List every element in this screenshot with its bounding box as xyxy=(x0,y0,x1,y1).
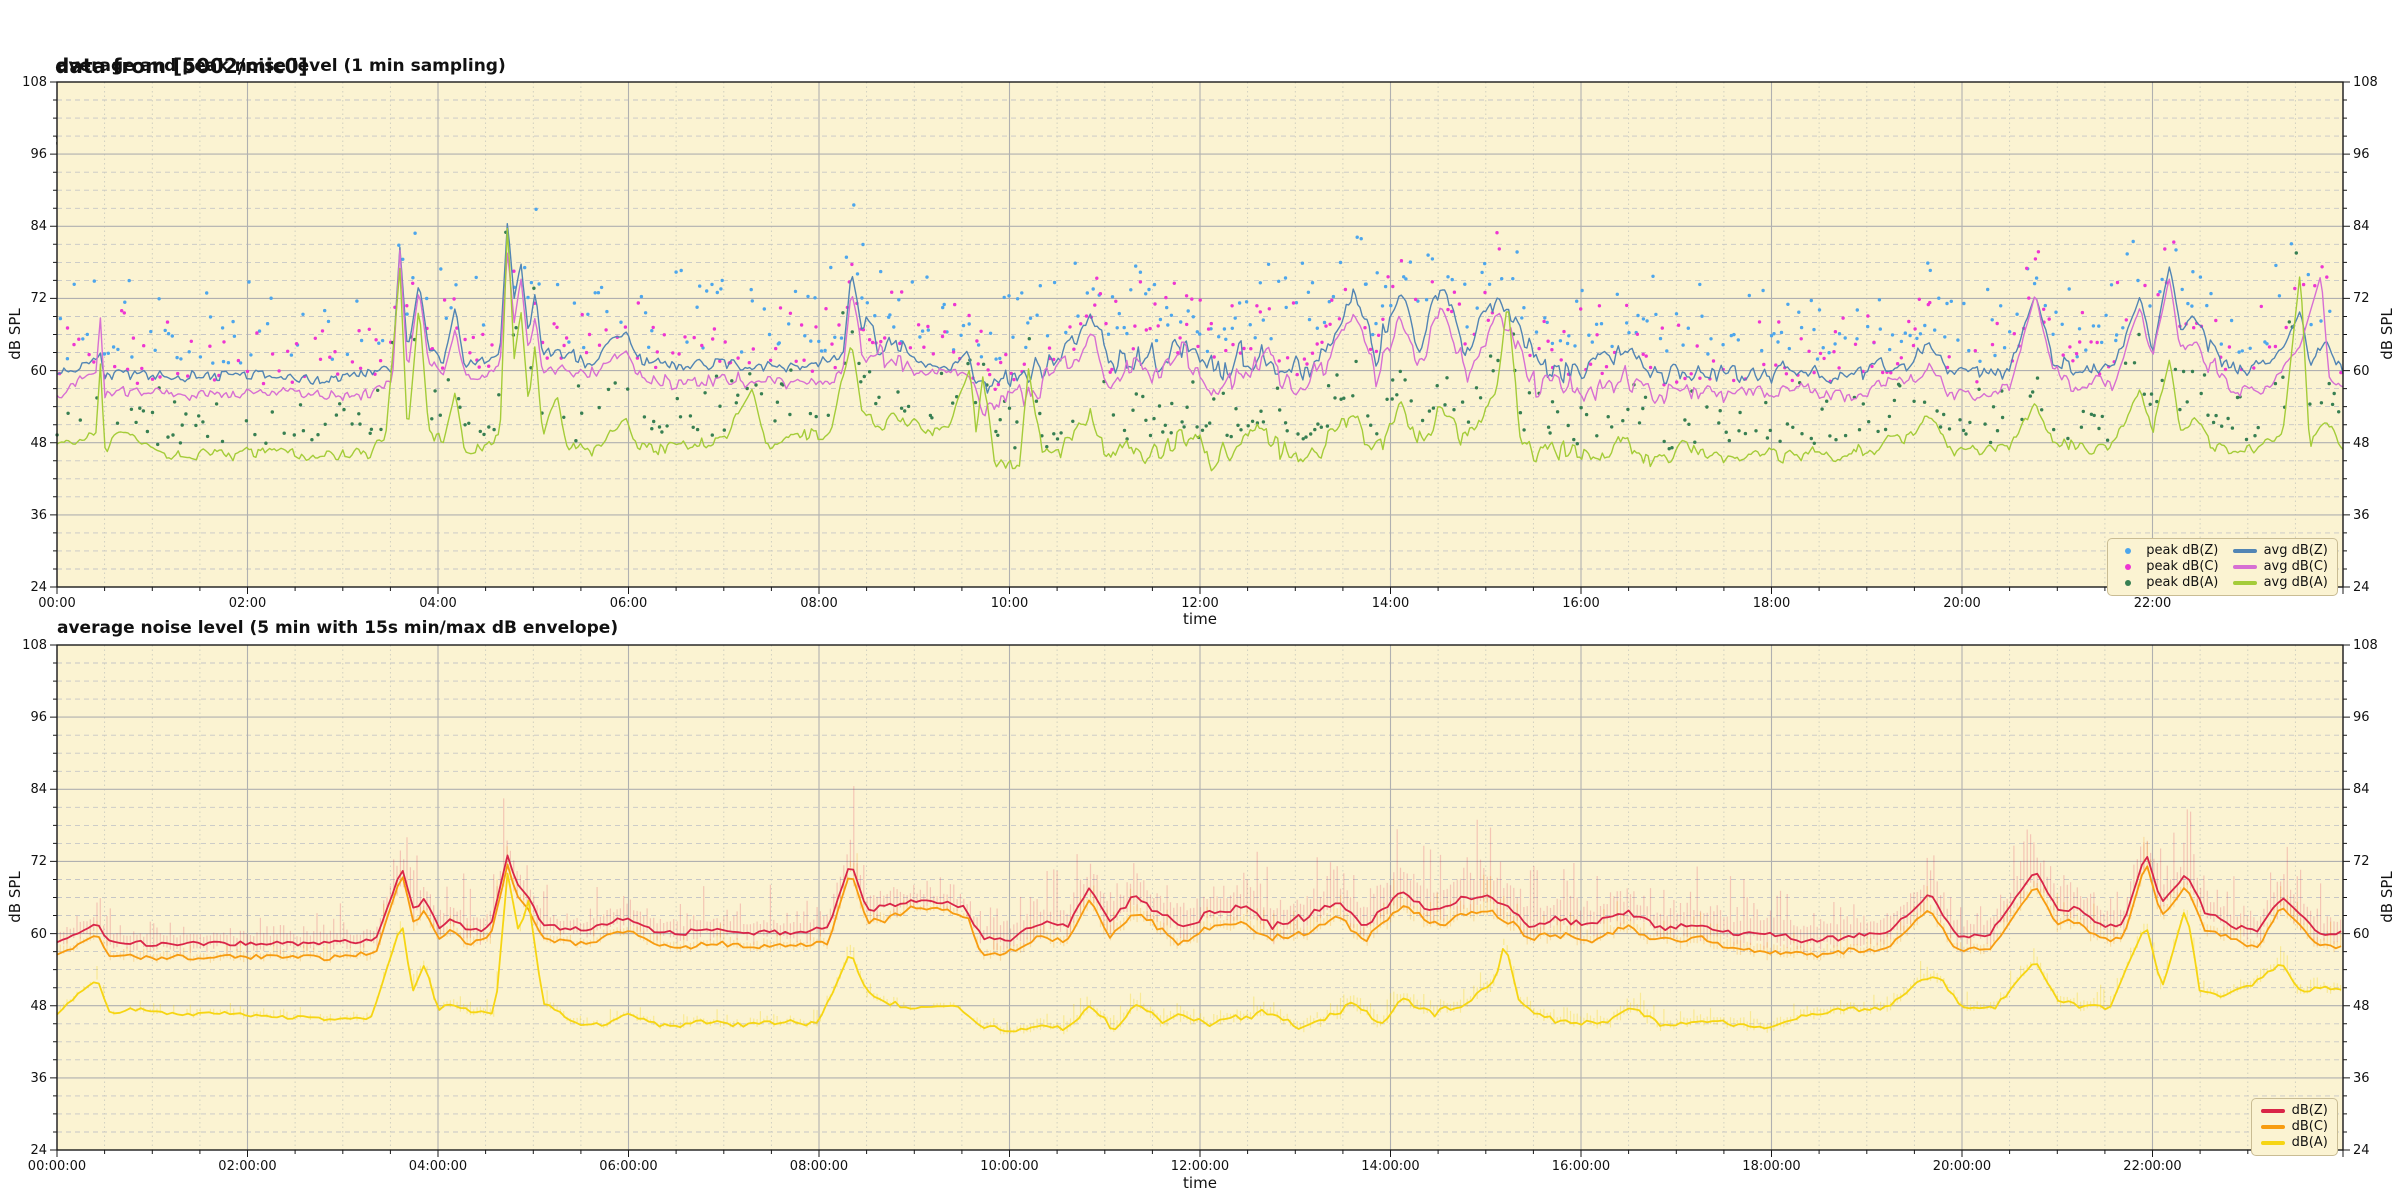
legend-marker-line xyxy=(2232,549,2257,553)
legend-marker-line xyxy=(2232,565,2257,569)
x-tick-label: 12:00 xyxy=(1181,596,1219,611)
y-tick-label-left: 84 xyxy=(30,219,47,235)
legend-label: dB(A) xyxy=(2291,1135,2328,1150)
x-tick-label: 22:00:00 xyxy=(2123,1159,2182,1174)
legend-scatter-column: peak dB(Z) peak dB(C) peak dB(A) xyxy=(2117,544,2219,590)
x-tick-label: 20:00:00 xyxy=(1932,1159,1992,1174)
x-tick-label: 14:00 xyxy=(1371,596,1410,611)
legend-label: peak dB(Z) xyxy=(2146,543,2219,558)
legend-marker-dot xyxy=(2125,564,2132,570)
legend-item: peak dB(C) xyxy=(2117,559,2219,574)
y-tick-label-right: 108 xyxy=(2353,75,2378,90)
x-tick-label: 08:00 xyxy=(800,596,838,611)
y-tick-label-right: 96 xyxy=(2353,710,2370,726)
x-tick-label: 16:00:00 xyxy=(1551,1159,1611,1174)
bottom-chart-legend: dB(Z) dB(C) dB(A) xyxy=(2250,1098,2338,1156)
legend-label: dB(Z) xyxy=(2291,1103,2328,1118)
legend-label: avg dB(A) xyxy=(2263,575,2328,590)
y-tick-label-right: 84 xyxy=(2353,219,2370,235)
y-tick-label-left: 60 xyxy=(30,926,47,942)
x-tick-label: 18:00:00 xyxy=(1742,1159,1801,1174)
y-tick-label-left: 48 xyxy=(30,435,47,451)
legend-label: peak dB(C) xyxy=(2146,559,2219,574)
y-tick-label-right: 108 xyxy=(2353,638,2378,653)
y-tick-label-right: 72 xyxy=(2353,854,2370,870)
bottom-chart-canvas xyxy=(50,644,2350,1157)
legend-marker-dot xyxy=(2125,548,2132,554)
legend-label: dB(C) xyxy=(2291,1119,2328,1134)
y-tick-label-left: 60 xyxy=(30,363,47,379)
top-chart-xlabel: time xyxy=(1183,610,1217,628)
y-tick-label-right: 36 xyxy=(2353,507,2370,523)
y-tick-label-right: 48 xyxy=(2353,998,2370,1014)
legend-label: peak dB(A) xyxy=(2146,575,2219,590)
legend-item: dB(A) xyxy=(2260,1135,2328,1150)
y-tick-label-right: 96 xyxy=(2353,147,2370,163)
bottom-chart-xlabel: time xyxy=(1183,1174,1217,1192)
y-tick-label-left: 24 xyxy=(30,580,47,595)
x-tick-label: 20:00 xyxy=(1943,596,1981,611)
legend-marker-line xyxy=(2260,1109,2285,1113)
legend-item: dB(Z) xyxy=(2260,1103,2328,1118)
x-tick-label: 22:00 xyxy=(2133,596,2172,611)
top-chart-title: average and peak noise level (1 min samp… xyxy=(57,56,506,76)
legend-item: peak dB(Z) xyxy=(2117,544,2218,558)
x-tick-label: 06:00:00 xyxy=(599,1159,658,1174)
y-tick-label-left: 108 xyxy=(22,75,47,90)
legend-marker-dot xyxy=(2125,580,2132,586)
header-line-1: data from [5002/mic0] xyxy=(55,54,308,78)
y-tick-label-left: 96 xyxy=(30,710,47,726)
x-tick-label: 04:00 xyxy=(419,596,457,611)
y-tick-label-left: 36 xyxy=(30,507,47,523)
y-tick-label-right: 84 xyxy=(2353,782,2370,798)
legend-item: avg dB(Z) xyxy=(2232,543,2328,558)
legend-item: peak dB(A) xyxy=(2117,576,2218,590)
y-tick-label-right: 24 xyxy=(2353,1143,2370,1158)
y-tick-label-left: 72 xyxy=(30,854,47,870)
x-tick-label: 10:00 xyxy=(990,596,1029,611)
x-tick-label: 02:00:00 xyxy=(218,1159,277,1174)
y-tick-label-left: 96 xyxy=(30,147,47,163)
legend-marker-line xyxy=(2232,581,2257,585)
y-tick-label-left: 108 xyxy=(22,638,47,653)
x-tick-label: 14:00:00 xyxy=(1361,1159,1420,1174)
y-tick-label-right: 72 xyxy=(2353,291,2370,307)
x-tick-label: 06:00 xyxy=(609,596,648,611)
top-chart-legend: peak dB(Z) peak dB(C) peak dB(A) avg dB(Z) a… xyxy=(2107,538,2338,596)
y-tick-label-left: 48 xyxy=(30,998,47,1014)
legend-marker-line xyxy=(2260,1125,2285,1129)
top-chart-canvas xyxy=(50,81,2350,594)
y-tick-label-left: 72 xyxy=(30,291,47,307)
y-tick-label-right: 24 xyxy=(2353,580,2370,595)
legend-item: dB(C) xyxy=(2260,1119,2328,1134)
y-tick-label-left: 36 xyxy=(30,1070,47,1086)
x-tick-label: 04:00:00 xyxy=(408,1159,468,1174)
legend-line-column: dB(Z) dB(C) dB(A) xyxy=(2260,1103,2328,1150)
legend-label: avg dB(C) xyxy=(2263,559,2328,574)
legend-label: avg dB(Z) xyxy=(2263,543,2328,558)
legend-item: avg dB(C) xyxy=(2232,559,2328,574)
x-tick-label: 02:00 xyxy=(228,596,267,611)
y-tick-label-right: 36 xyxy=(2353,1070,2370,1086)
x-tick-label: 16:00 xyxy=(1562,596,1600,611)
y-tick-label-left: 84 xyxy=(30,782,47,798)
legend-item: avg dB(A) xyxy=(2232,575,2328,590)
x-tick-label: 10:00:00 xyxy=(980,1159,1039,1174)
x-tick-label: 18:00 xyxy=(1752,596,1791,611)
y-tick-label-right: 60 xyxy=(2353,363,2370,379)
y-tick-label-left: 24 xyxy=(30,1143,47,1158)
y-tick-label-right: 48 xyxy=(2353,435,2370,451)
x-tick-label: 12:00:00 xyxy=(1170,1159,1230,1174)
x-tick-label: 00:00 xyxy=(38,596,76,611)
bottom-chart-title: average noise level (5 min with 15s min/… xyxy=(57,618,619,638)
legend-marker-line xyxy=(2260,1141,2285,1145)
y-tick-label-right: 60 xyxy=(2353,926,2370,942)
legend-line-column: avg dB(Z) avg dB(C) avg dB(A) xyxy=(2232,543,2328,590)
x-tick-label: 00:00:00 xyxy=(27,1159,87,1174)
x-tick-label: 08:00:00 xyxy=(789,1159,849,1174)
